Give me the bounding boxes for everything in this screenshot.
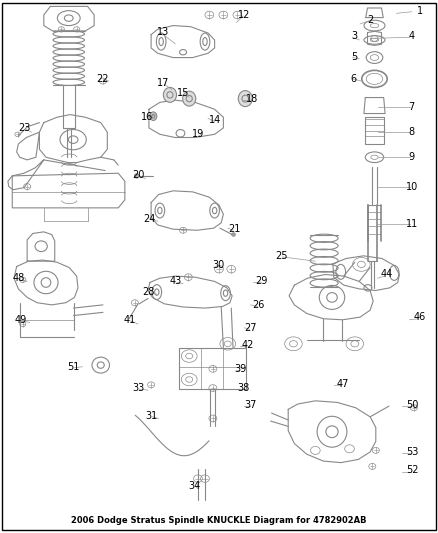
Ellipse shape [163, 87, 177, 102]
Ellipse shape [183, 91, 196, 106]
Text: 30: 30 [212, 261, 224, 270]
Text: 49: 49 [15, 315, 27, 325]
Text: 20: 20 [132, 170, 144, 180]
Text: 33: 33 [132, 383, 144, 393]
Text: 17: 17 [157, 78, 169, 87]
Ellipse shape [232, 233, 235, 236]
Text: 37: 37 [244, 400, 257, 410]
Text: 51: 51 [67, 362, 80, 372]
Text: 48: 48 [12, 273, 25, 283]
Bar [365, 117, 384, 144]
Text: 27: 27 [244, 323, 257, 333]
Text: 31: 31 [145, 411, 157, 421]
Text: 50: 50 [406, 400, 419, 410]
Text: 23: 23 [18, 123, 30, 133]
Text: 5: 5 [351, 52, 357, 62]
Text: 38: 38 [237, 383, 249, 393]
Ellipse shape [150, 112, 157, 120]
Text: 13: 13 [157, 27, 169, 37]
Text: 9: 9 [409, 152, 415, 162]
Text: 29: 29 [256, 277, 268, 286]
Text: 25: 25 [275, 251, 287, 261]
Text: 2006 Dodge Stratus Spindle KNUCKLE Diagram for 4782902AB: 2006 Dodge Stratus Spindle KNUCKLE Diagr… [71, 516, 367, 525]
Text: 44: 44 [380, 270, 392, 279]
Text: 18: 18 [246, 94, 258, 103]
Text: 15: 15 [177, 88, 189, 98]
Text: 26: 26 [252, 300, 265, 310]
Text: 14: 14 [209, 115, 222, 125]
Text: 43: 43 [170, 277, 182, 286]
Ellipse shape [238, 91, 252, 107]
Text: 46: 46 [413, 312, 426, 322]
Text: 39: 39 [234, 364, 246, 374]
Text: 8: 8 [409, 127, 415, 137]
Text: 4: 4 [409, 31, 415, 41]
Text: 47: 47 [336, 379, 349, 389]
Ellipse shape [134, 174, 139, 178]
Text: 7: 7 [409, 102, 415, 111]
Text: 34: 34 [189, 481, 201, 491]
Text: 53: 53 [406, 447, 419, 457]
Text: 21: 21 [228, 224, 240, 234]
Text: 11: 11 [406, 219, 418, 229]
Text: 42: 42 [241, 341, 254, 350]
Text: 16: 16 [141, 112, 153, 122]
Text: 10: 10 [406, 182, 418, 191]
Text: 41: 41 [123, 315, 135, 325]
Text: 1: 1 [417, 6, 423, 15]
Text: 12: 12 [238, 10, 251, 20]
Text: 52: 52 [406, 465, 419, 475]
Text: 22: 22 [97, 74, 109, 84]
Text: 19: 19 [192, 130, 204, 139]
Text: 2: 2 [367, 15, 373, 25]
Text: 3: 3 [351, 31, 357, 41]
Text: 28: 28 [142, 287, 154, 297]
Text: 24: 24 [144, 214, 156, 223]
Text: 6: 6 [351, 74, 357, 84]
